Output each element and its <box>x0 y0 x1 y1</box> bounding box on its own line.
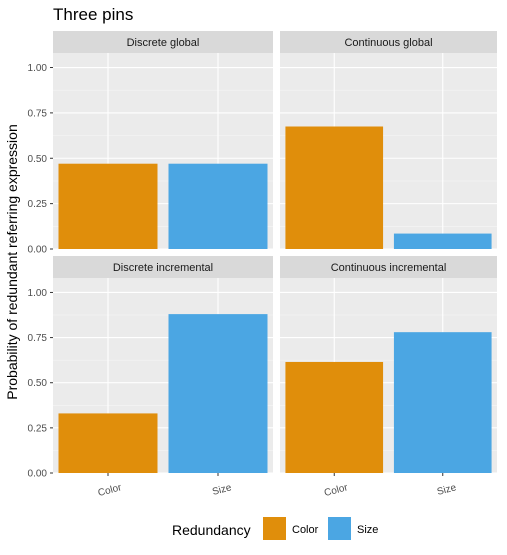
y-tick-label: 0.25 <box>28 199 48 210</box>
legend-swatch <box>328 517 351 540</box>
bar-size <box>393 332 492 473</box>
y-axis-label: Probability of redundant referring expre… <box>4 124 20 400</box>
legend-title: Redundancy <box>172 522 251 538</box>
y-tick-label: 0.25 <box>28 423 48 434</box>
legend-label: Size <box>357 524 378 536</box>
bar-size <box>168 314 268 473</box>
bar-size <box>168 163 268 249</box>
x-tick-label: Color <box>323 482 350 499</box>
bar-size <box>393 233 492 249</box>
facet-label: Continuous global <box>344 37 432 49</box>
bar-color <box>58 413 158 473</box>
legend: Redundancy Color Size <box>172 517 378 540</box>
legend-swatch <box>263 517 286 540</box>
y-tick-label: 1.00 <box>28 63 48 74</box>
facet-strip <box>280 256 497 278</box>
bar-color <box>285 361 384 473</box>
legend-item-size: Size <box>328 517 378 540</box>
facet-label: Discrete incremental <box>113 262 213 274</box>
legend-label: Color <box>292 524 319 536</box>
facet-strip <box>53 31 273 53</box>
y-tick-label: 0.00 <box>28 469 48 480</box>
legend-item-color: Color <box>263 517 319 540</box>
facet-strip <box>53 256 273 278</box>
bar-color <box>285 126 384 249</box>
y-tick-label: 1.00 <box>28 288 48 299</box>
panel-continuous-incremental: Continuous incremental Color Size <box>280 256 497 499</box>
y-tick-label: 0.75 <box>28 333 48 344</box>
chart-title: Three pins <box>53 5 133 24</box>
y-tick-label: 0.50 <box>28 378 48 389</box>
y-tick-label: 0.75 <box>28 108 48 119</box>
y-tick-label: 0.00 <box>28 245 48 256</box>
panel-discrete-global: Discrete global 0.00 0.25 0.50 0.75 1.00 <box>28 31 273 256</box>
facet-label: Continuous incremental <box>331 262 447 274</box>
panel-discrete-incremental: Discrete incremental 0.00 0.25 0.50 0.75 1.00… <box>28 256 273 499</box>
y-tick-label: 0.50 <box>28 154 48 165</box>
facet-strip <box>280 31 497 53</box>
x-tick-label: Color <box>97 482 124 499</box>
bar-color <box>58 163 158 249</box>
x-tick-label: Size <box>436 482 458 498</box>
facet-label: Discrete global <box>127 37 200 49</box>
panel-continuous-global: Continuous global <box>280 31 497 250</box>
x-tick-label: Size <box>211 482 233 498</box>
